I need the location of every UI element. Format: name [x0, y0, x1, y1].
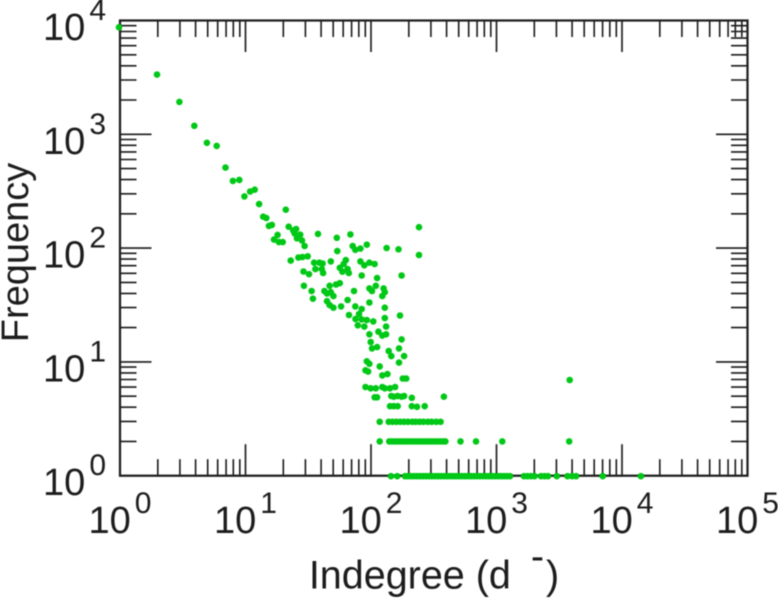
svg-text:104: 10 4 [43, 0, 106, 49]
svg-text:Frequency: Frequency [0, 163, 37, 343]
